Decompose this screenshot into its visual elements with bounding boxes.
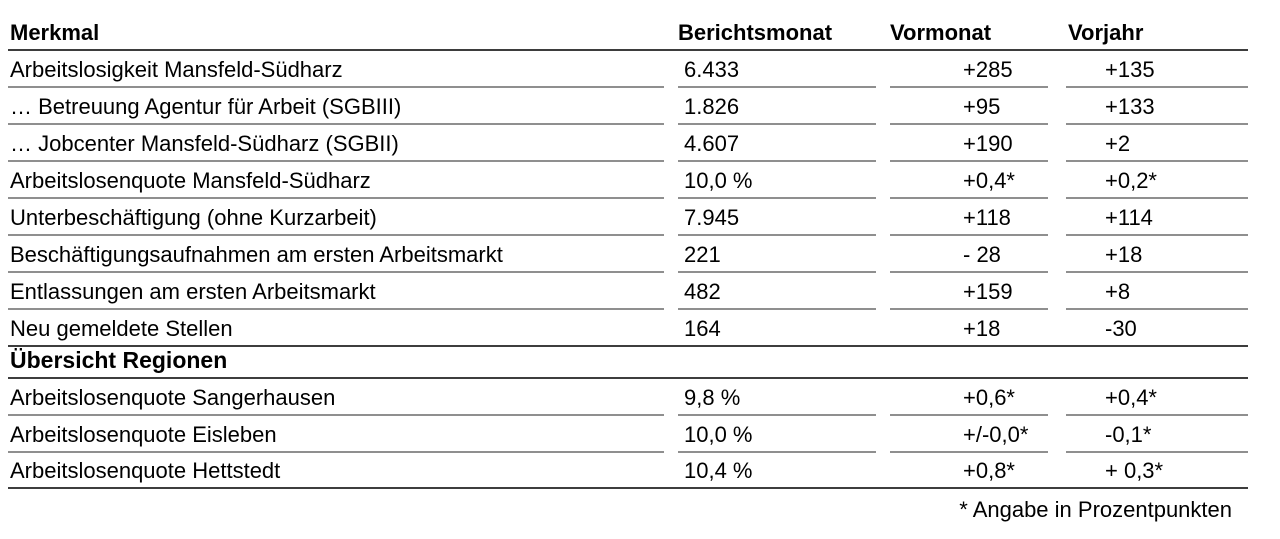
value-berichtsmonat: 221 xyxy=(678,242,876,273)
table-row: Arbeitslosenquote Sangerhausen 9,8 % +0,… xyxy=(8,379,1248,416)
value-vorjahr: +8 xyxy=(1066,279,1248,310)
footnote-prozentpunkte: * Angabe in Prozentpunkten xyxy=(959,497,1232,522)
row-label: Arbeitslosigkeit Mansfeld-Südharz xyxy=(8,57,664,88)
value-vormonat: +/-0,0* xyxy=(890,422,1048,453)
table-row: Entlassungen am ersten Arbeitsmarkt 482 … xyxy=(8,273,1248,310)
value-vorjahr: +114 xyxy=(1066,205,1248,236)
value-vorjahr: +0,2* xyxy=(1066,168,1248,199)
table-row: Arbeitslosenquote Mansfeld-Südharz 10,0 … xyxy=(8,162,1248,199)
value-berichtsmonat: 9,8 % xyxy=(678,385,876,416)
value-vormonat: +285 xyxy=(890,57,1048,88)
value-vormonat: +95 xyxy=(890,94,1048,125)
value-vorjahr: +0,4* xyxy=(1066,385,1248,416)
value-berichtsmonat: 482 xyxy=(678,279,876,310)
value-berichtsmonat: 164 xyxy=(684,315,721,341)
value-vormonat: +0,4* xyxy=(890,168,1048,199)
value-vorjahr: -30 xyxy=(1105,315,1137,341)
row-label: Arbeitslosenquote Eisleben xyxy=(8,422,664,453)
value-vormonat: +118 xyxy=(890,205,1048,236)
value-vormonat: +0,6* xyxy=(890,385,1048,416)
value-berichtsmonat: 10,4 % xyxy=(684,457,753,483)
value-vorjahr: +135 xyxy=(1066,57,1248,88)
section-header-row: Übersicht Regionen xyxy=(8,347,1248,379)
value-vorjahr: +18 xyxy=(1066,242,1248,273)
row-label: Arbeitslosenquote Mansfeld-Südharz xyxy=(8,168,664,199)
table-row: Neu gemeldete Stellen 164 +18 -30 xyxy=(8,310,1248,347)
table-header-row: Merkmal Berichtsmonat Vormonat Vorjahr xyxy=(8,20,1248,51)
row-label: … Jobcenter Mansfeld-Südharz (SGBII) xyxy=(8,131,664,162)
column-header-merkmal: Merkmal xyxy=(10,19,100,45)
value-vormonat: +0,8* xyxy=(963,457,1015,483)
labor-market-table: Merkmal Berichtsmonat Vormonat Vorjahr A… xyxy=(8,20,1248,489)
value-berichtsmonat: 10,0 % xyxy=(678,422,876,453)
row-label: Neu gemeldete Stellen xyxy=(10,315,233,341)
table-row: … Jobcenter Mansfeld-Südharz (SGBII) 4.6… xyxy=(8,125,1248,162)
column-header-vormonat: Vormonat xyxy=(890,19,992,45)
table-row: Arbeitslosenquote Hettstedt 10,4 % +0,8*… xyxy=(8,453,1248,489)
table-row: Unterbeschäftigung (ohne Kurzarbeit) 7.9… xyxy=(8,199,1248,236)
row-label: Arbeitslosenquote Hettstedt xyxy=(10,457,281,483)
value-vorjahr: -0,1* xyxy=(1066,422,1248,453)
row-label: Unterbeschäftigung (ohne Kurzarbeit) xyxy=(8,205,664,236)
value-berichtsmonat: 1.826 xyxy=(678,94,876,125)
row-label: … Betreuung Agentur für Arbeit (SGBIII) xyxy=(8,94,664,125)
row-label: Arbeitslosenquote Sangerhausen xyxy=(8,385,664,416)
value-vorjahr: +2 xyxy=(1066,131,1248,162)
table-row: … Betreuung Agentur für Arbeit (SGBIII) … xyxy=(8,88,1248,125)
table-row: Arbeitslosenquote Eisleben 10,0 % +/-0,0… xyxy=(8,416,1248,453)
row-label: Entlassungen am ersten Arbeitsmarkt xyxy=(8,279,664,310)
row-label: Beschäftigungsaufnahmen am ersten Arbeit… xyxy=(8,242,664,273)
value-vormonat: +18 xyxy=(963,315,1001,341)
table-row: Arbeitslosigkeit Mansfeld-Südharz 6.433 … xyxy=(8,51,1248,88)
value-berichtsmonat: 4.607 xyxy=(678,131,876,162)
value-berichtsmonat: 7.945 xyxy=(678,205,876,236)
value-vorjahr: +133 xyxy=(1066,94,1248,125)
section-title: Übersicht Regionen xyxy=(10,346,228,373)
value-vormonat: +159 xyxy=(890,279,1048,310)
column-header-vorjahr: Vorjahr xyxy=(1068,19,1144,45)
value-berichtsmonat: 6.433 xyxy=(678,57,876,88)
value-vormonat: - 28 xyxy=(890,242,1048,273)
table-row: Beschäftigungsaufnahmen am ersten Arbeit… xyxy=(8,236,1248,273)
value-vormonat: +190 xyxy=(890,131,1048,162)
column-header-berichtsmonat: Berichtsmonat xyxy=(678,19,833,45)
value-berichtsmonat: 10,0 % xyxy=(678,168,876,199)
value-vorjahr: + 0,3* xyxy=(1105,457,1164,483)
